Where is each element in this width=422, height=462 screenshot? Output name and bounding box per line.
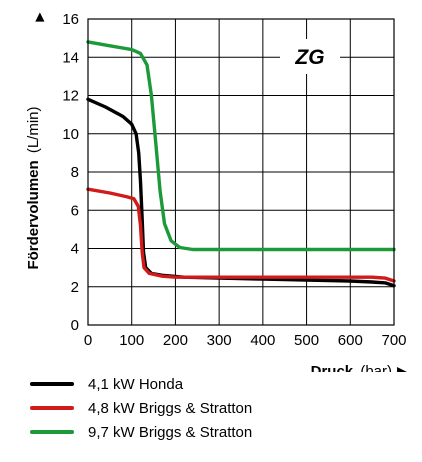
y-tick-label: 4 bbox=[71, 241, 79, 258]
y-tick-label: 8 bbox=[71, 164, 79, 181]
y-axis-arrow: ▶ bbox=[32, 12, 46, 22]
x-tick-label: 400 bbox=[250, 332, 275, 349]
y-tick-label: 14 bbox=[62, 49, 79, 66]
y-tick-label: 2 bbox=[71, 279, 79, 296]
legend-item: 4,1 kW Honda bbox=[30, 372, 410, 396]
x-tick-label: 0 bbox=[84, 332, 92, 349]
y-axis-label-unit: (L/min) bbox=[25, 106, 42, 153]
x-axis-label: Druck (bar) bbox=[311, 363, 392, 372]
legend-item: 4,8 kW Briggs & Stratton bbox=[30, 396, 410, 420]
y-tick-labels: 0 2 4 6 8 10 12 14 16 bbox=[62, 11, 79, 334]
legend-swatch bbox=[30, 382, 74, 386]
legend: 4,1 kW Honda 4,8 kW Briggs & Stratton 9,… bbox=[30, 372, 410, 444]
y-tick-label: 16 bbox=[62, 11, 79, 28]
x-tick-label: 100 bbox=[119, 332, 144, 349]
x-tick-label: 300 bbox=[207, 332, 232, 349]
series-line bbox=[88, 189, 394, 281]
x-tick-label: 700 bbox=[381, 332, 406, 349]
y-tick-label: 10 bbox=[62, 126, 79, 143]
x-axis-label-unit: (bar) bbox=[360, 363, 392, 372]
y-axis-label: Fördervolumen (L/min) bbox=[25, 106, 42, 269]
legend-item: 9,7 kW Briggs & Stratton bbox=[30, 420, 410, 444]
x-tick-label: 200 bbox=[163, 332, 188, 349]
badge-label: ZG bbox=[294, 46, 324, 69]
legend-label: 9,7 kW Briggs & Stratton bbox=[88, 424, 252, 441]
x-axis-arrow: ▶ bbox=[397, 364, 408, 372]
x-axis-label-bold: Druck bbox=[311, 363, 354, 372]
y-tick-label: 6 bbox=[71, 202, 79, 219]
x-tick-label: 500 bbox=[294, 332, 319, 349]
series-line bbox=[88, 42, 394, 250]
legend-label: 4,1 kW Honda bbox=[88, 376, 183, 393]
x-tick-labels: 0 100 200 300 400 500 600 700 bbox=[84, 332, 407, 349]
y-tick-label: 12 bbox=[62, 88, 79, 105]
series-layer bbox=[88, 42, 394, 286]
x-tick-label: 600 bbox=[338, 332, 363, 349]
y-axis-label-bold: Fördervolumen bbox=[25, 160, 42, 269]
legend-label: 4,8 kW Briggs & Stratton bbox=[88, 400, 252, 417]
legend-swatch bbox=[30, 430, 74, 434]
legend-swatch bbox=[30, 406, 74, 410]
series-line bbox=[88, 99, 394, 285]
y-tick-label: 0 bbox=[71, 317, 79, 334]
